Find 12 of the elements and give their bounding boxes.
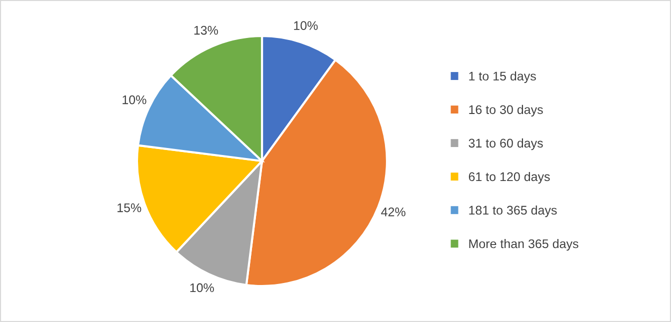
legend-label: 181 to 365 days (469, 205, 557, 218)
legend-label: 31 to 60 days (468, 138, 543, 150)
legend-label: 16 to 30 days (469, 104, 543, 117)
data-label: 10% (190, 283, 214, 292)
data-label: 15% (118, 203, 142, 212)
data-label: 10% (122, 95, 146, 104)
legend-label: 1 to 15 days (469, 71, 536, 84)
data-label: 42% (381, 208, 406, 216)
data-label: 13% (194, 26, 218, 35)
legend-label: 61 to 120 days (468, 172, 550, 184)
data-label: 10% (294, 21, 318, 30)
legend-label: More than 365 days (469, 238, 578, 251)
